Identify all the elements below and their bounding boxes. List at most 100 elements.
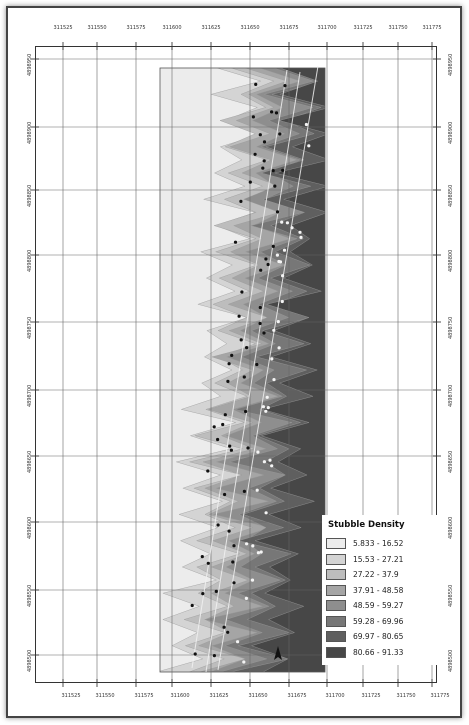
sample-point xyxy=(223,492,227,497)
sample-point xyxy=(251,115,255,119)
sample-points xyxy=(190,82,311,664)
sample-point xyxy=(298,230,302,234)
sample-point xyxy=(255,362,259,367)
transect-line xyxy=(217,65,319,671)
sample-point xyxy=(190,603,194,608)
sample-point xyxy=(270,110,274,114)
right-tick-label: 4898800 xyxy=(448,249,454,272)
sample-point xyxy=(272,328,276,332)
right-tick-label: 4898500 xyxy=(448,649,454,672)
sample-point xyxy=(273,184,277,188)
legend-label: 37.91 - 48.58 xyxy=(353,585,404,595)
left-tick-label: 4898550 xyxy=(27,584,33,607)
sample-point xyxy=(229,448,233,452)
left-tick-label: 4898800 xyxy=(27,249,33,272)
sample-point xyxy=(250,578,255,582)
sample-point xyxy=(258,305,262,310)
bottom-tick-label: 311775 xyxy=(430,693,450,699)
sample-point xyxy=(256,450,260,454)
left-tick-label: 4898500 xyxy=(27,649,33,672)
legend-label: 27.22 - 37.9 xyxy=(353,570,399,579)
right-tick-label: 4898650 xyxy=(448,450,454,473)
bottom-tick-label: 311725 xyxy=(361,693,381,699)
right-tick-label: 4898750 xyxy=(448,316,454,339)
sample-point xyxy=(245,542,249,546)
sample-point xyxy=(266,262,270,267)
sample-point xyxy=(245,346,249,350)
bottom-tick-label: 311550 xyxy=(95,693,115,699)
sample-point xyxy=(270,464,274,468)
density-zone xyxy=(250,68,325,672)
density-zones xyxy=(159,67,326,673)
sample-point xyxy=(281,274,285,278)
sample-point xyxy=(222,625,226,629)
legend-label: 15.53 - 27.21 xyxy=(353,554,404,564)
sample-point xyxy=(274,111,279,115)
sample-point xyxy=(223,413,227,417)
sample-point xyxy=(244,596,248,601)
left-tick-label: 4898750 xyxy=(27,316,33,339)
sample-point xyxy=(232,581,236,585)
right-tick-label: 4898850 xyxy=(448,184,454,207)
sample-point xyxy=(253,152,257,156)
left-tick-label: 4898850 xyxy=(27,184,33,207)
top-tick-label: 311750 xyxy=(388,25,408,31)
sample-point xyxy=(278,132,282,136)
sample-point xyxy=(264,511,268,515)
top-tick-label: 311725 xyxy=(353,25,373,31)
sample-point xyxy=(261,405,265,409)
sample-point xyxy=(231,560,235,564)
sample-point xyxy=(258,321,262,326)
sample-point xyxy=(212,654,216,658)
sample-point xyxy=(280,299,284,304)
sample-point xyxy=(227,529,231,533)
north-arrow-icon xyxy=(274,646,282,660)
legend-label: 48.59 - 59.27 xyxy=(353,601,404,610)
legend-swatch xyxy=(326,631,346,642)
sample-point xyxy=(226,379,230,383)
legend-swatch xyxy=(326,646,346,658)
sample-point xyxy=(242,375,246,379)
legend-label: 69.97 - 80.65 xyxy=(353,632,404,641)
sample-point xyxy=(216,523,220,527)
sample-point xyxy=(285,221,289,225)
sample-point xyxy=(261,166,265,170)
sample-point xyxy=(242,489,246,493)
top-tick-label: 311600 xyxy=(162,25,182,31)
bottom-tick-label: 311750 xyxy=(396,693,416,699)
sample-point xyxy=(275,253,279,257)
legend-swatch xyxy=(326,569,346,580)
bottom-tick-label: 311525 xyxy=(61,693,81,699)
legend-swatch xyxy=(326,538,346,549)
top-tick-label: 311700 xyxy=(317,25,337,31)
right-tick-label: 4898600 xyxy=(448,516,454,539)
sample-point xyxy=(248,180,252,184)
sample-point xyxy=(276,320,280,324)
sample-point xyxy=(290,226,294,230)
legend-swatch xyxy=(326,615,346,627)
transect-line xyxy=(205,71,301,673)
left-tick-label: 4898950 xyxy=(27,53,33,76)
top-tick-label: 311550 xyxy=(87,25,107,31)
legend-swatch xyxy=(326,553,346,565)
top-tick-label: 311650 xyxy=(240,25,260,31)
sample-point xyxy=(278,260,283,264)
top-tick-label: 311575 xyxy=(126,25,146,31)
sample-point xyxy=(262,140,267,144)
bottom-tick-label: 311600 xyxy=(170,693,190,699)
sample-point xyxy=(254,82,258,86)
sample-point xyxy=(281,168,285,172)
right-tick-label: 4898550 xyxy=(448,584,454,607)
sample-point xyxy=(193,652,197,656)
sample-point xyxy=(200,555,204,559)
sample-point xyxy=(307,144,311,148)
sample-point xyxy=(259,268,263,272)
sample-point xyxy=(242,660,246,664)
sample-point xyxy=(201,592,205,596)
sample-point xyxy=(304,122,308,127)
legend-title: Stubble Density xyxy=(328,520,405,530)
bottom-tick-label: 311675 xyxy=(287,693,307,699)
legend-swatch xyxy=(326,600,346,611)
